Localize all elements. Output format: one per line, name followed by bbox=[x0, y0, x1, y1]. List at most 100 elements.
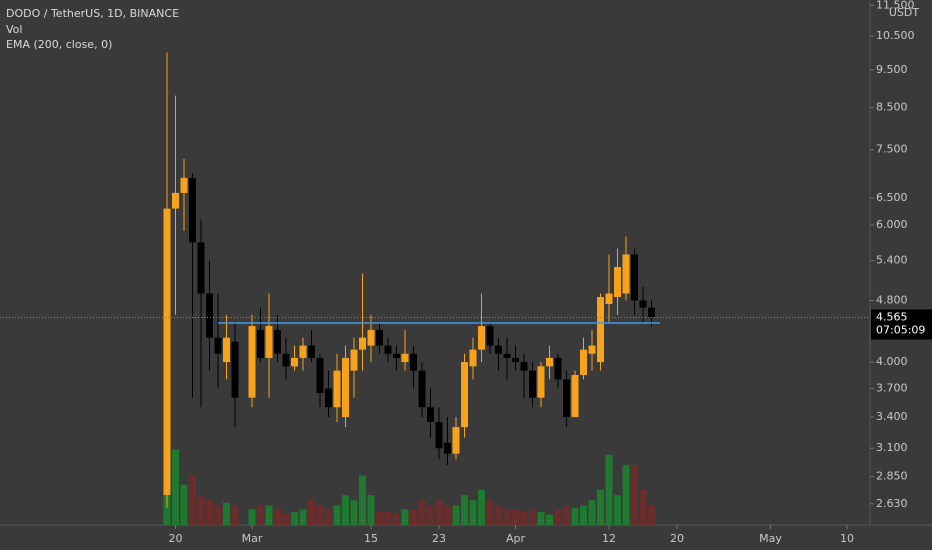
volume-bar bbox=[537, 512, 545, 525]
volume-bar bbox=[597, 489, 604, 525]
candle-body bbox=[520, 362, 528, 371]
volume-bar bbox=[461, 495, 468, 525]
volume-bar bbox=[189, 475, 196, 525]
volume-bar bbox=[495, 505, 502, 525]
volume-bar bbox=[274, 509, 281, 525]
y-tick-label: 6.000 bbox=[876, 218, 908, 231]
candle-body bbox=[546, 357, 553, 367]
volume-bar bbox=[605, 454, 613, 525]
y-tick-label: 10.500 bbox=[876, 29, 915, 42]
y-tick-label: 5.400 bbox=[876, 254, 908, 267]
volume-bar bbox=[350, 500, 358, 525]
candle-body bbox=[206, 293, 213, 338]
volume-bar bbox=[197, 496, 205, 525]
x-tick-label: 12 bbox=[602, 532, 616, 545]
volume-bar bbox=[231, 505, 239, 525]
chart-title: DODO / TetherUS, 1D, BINANCE bbox=[6, 7, 179, 20]
candle-body bbox=[605, 293, 613, 305]
candle-body bbox=[469, 349, 477, 367]
candle-body bbox=[308, 345, 315, 358]
volume-bar bbox=[401, 509, 409, 525]
volume-bar bbox=[563, 505, 570, 525]
candle-body bbox=[257, 329, 264, 358]
x-tick-label: Apr bbox=[506, 532, 526, 545]
volume-bar bbox=[291, 512, 298, 525]
candle-body bbox=[461, 362, 468, 428]
volume-bar bbox=[639, 489, 647, 525]
candle-body bbox=[180, 177, 188, 193]
candle-body bbox=[265, 326, 273, 358]
candle-body bbox=[537, 366, 545, 398]
volume-bar bbox=[248, 509, 256, 525]
volume-bar bbox=[299, 509, 307, 525]
candle-body bbox=[299, 345, 307, 358]
y-tick-label: 4.000 bbox=[876, 355, 908, 368]
candle-body bbox=[452, 427, 460, 454]
y-tick-label: 3.400 bbox=[876, 410, 908, 423]
volume-bar bbox=[308, 500, 315, 525]
currency-bg bbox=[884, 6, 924, 20]
volume-bar bbox=[172, 449, 179, 525]
candle-body bbox=[189, 177, 196, 243]
candle-body bbox=[495, 345, 502, 354]
candle-body bbox=[231, 341, 239, 398]
volume-bar bbox=[384, 512, 392, 525]
x-tick-label: Mar bbox=[242, 532, 263, 545]
volume-bar bbox=[478, 489, 485, 525]
candle-body bbox=[478, 326, 485, 350]
volume-bar bbox=[410, 509, 417, 525]
y-tick-label: 9.500 bbox=[876, 63, 908, 76]
volume-bar bbox=[486, 500, 494, 525]
volume-bar bbox=[520, 512, 528, 525]
last-price-box bbox=[871, 309, 932, 340]
volume-bar bbox=[206, 500, 213, 525]
candle-body bbox=[376, 329, 383, 346]
y-tick-label: 3.100 bbox=[876, 441, 908, 454]
volume-bar bbox=[282, 513, 290, 525]
candle-body bbox=[427, 407, 434, 423]
candle-body bbox=[291, 357, 298, 367]
volume-bar bbox=[359, 475, 366, 525]
volume-bar bbox=[469, 500, 477, 525]
candle-body bbox=[614, 267, 621, 297]
volume-bar bbox=[631, 465, 638, 525]
candle-body bbox=[274, 329, 281, 354]
volume-bar bbox=[614, 495, 621, 525]
candle-body bbox=[554, 357, 562, 380]
volume-bar bbox=[180, 484, 188, 525]
indicator-label: Vol bbox=[6, 23, 22, 36]
volume-bar bbox=[265, 505, 273, 525]
y-tick-label: 2.630 bbox=[876, 497, 908, 510]
volume-bar bbox=[333, 505, 341, 525]
candle-body bbox=[631, 254, 638, 301]
candle-body bbox=[580, 349, 587, 376]
candle-body bbox=[223, 337, 230, 363]
volume-bar bbox=[325, 509, 332, 525]
candle-body bbox=[503, 353, 511, 358]
volume-bar bbox=[580, 505, 587, 525]
volume-bar bbox=[554, 509, 562, 525]
volume-bar bbox=[367, 495, 375, 525]
candle-body bbox=[512, 357, 519, 363]
x-tick-label: 23 bbox=[432, 532, 446, 545]
x-tick-label: 10 bbox=[840, 532, 854, 545]
candle-body bbox=[563, 379, 570, 418]
volume-bar bbox=[648, 505, 655, 525]
y-tick-label: 11.500 bbox=[876, 0, 915, 11]
candle-body bbox=[248, 326, 256, 398]
candle-body bbox=[486, 326, 494, 346]
volume-bar bbox=[342, 495, 349, 525]
volume-bar bbox=[393, 513, 400, 525]
candle-body bbox=[197, 242, 205, 294]
candle-body bbox=[588, 345, 596, 354]
volume-bar bbox=[435, 500, 443, 525]
candle-body bbox=[316, 357, 324, 394]
candle-body bbox=[597, 296, 604, 363]
candle-body bbox=[444, 442, 451, 454]
volume-bar bbox=[427, 505, 434, 525]
x-tick-label: 15 bbox=[364, 532, 378, 545]
candle-body bbox=[639, 300, 647, 308]
candle-body bbox=[172, 192, 179, 209]
